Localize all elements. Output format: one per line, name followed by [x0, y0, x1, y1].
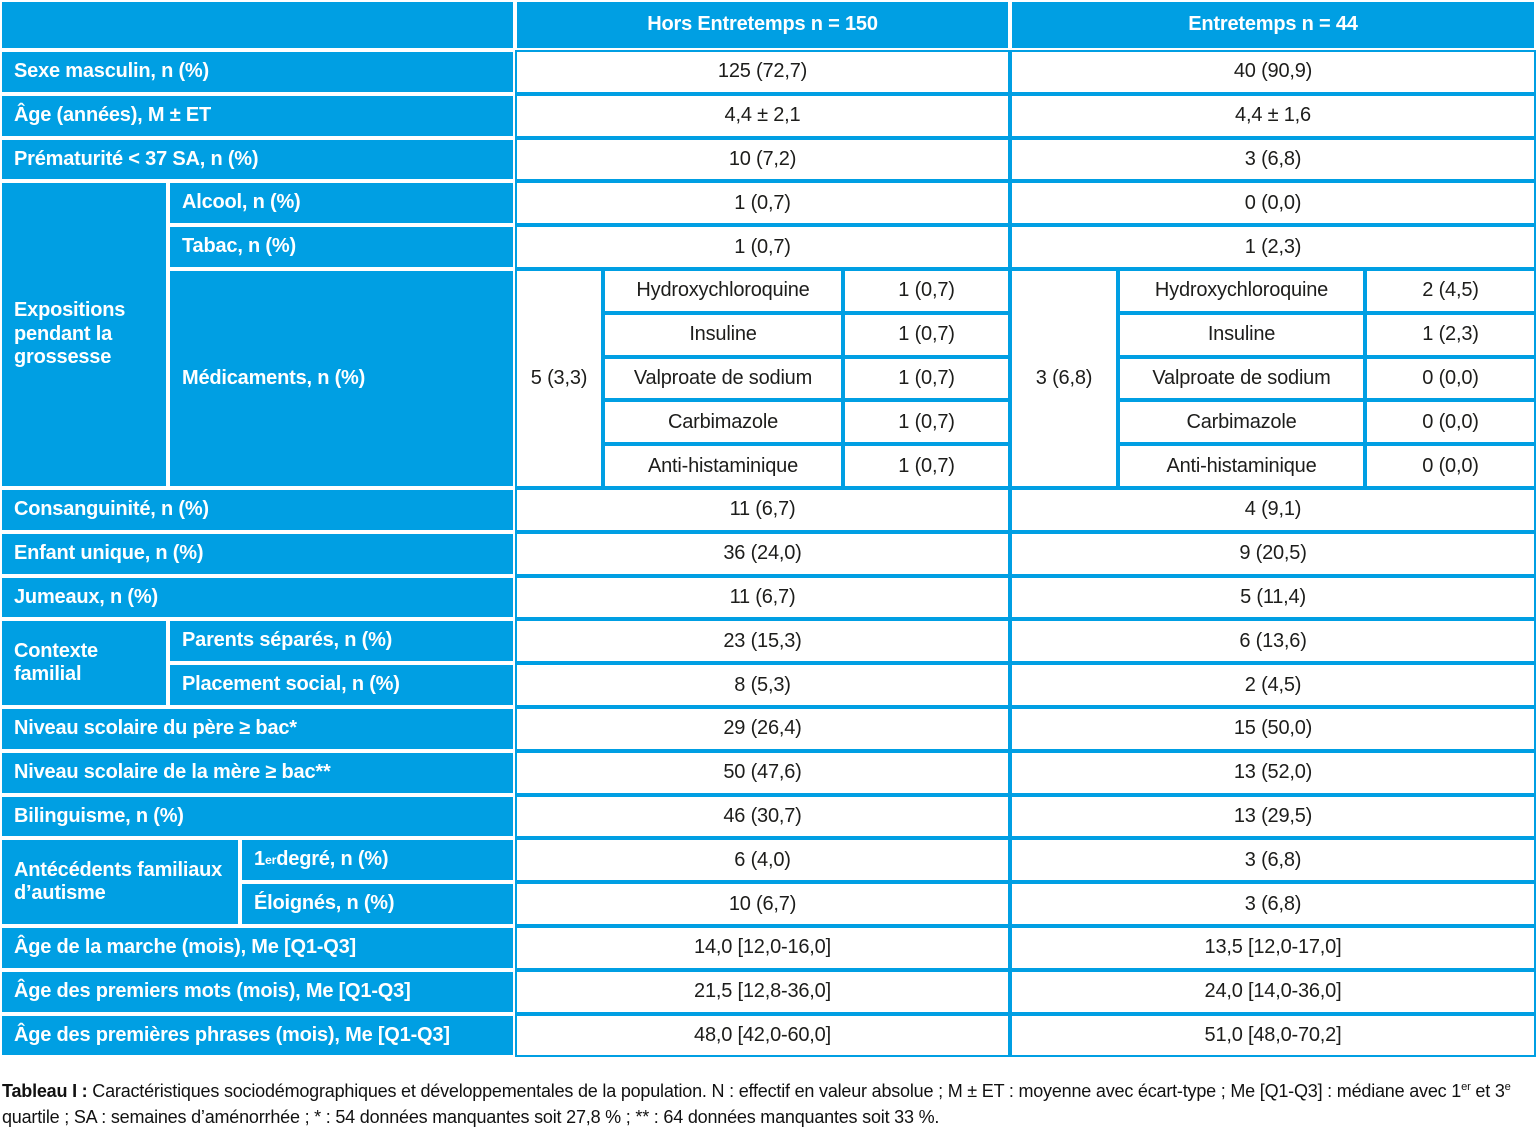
- row-premieres-phrases-label: Âge des premières phrases (mois), Me [Q1…: [0, 1013, 515, 1058]
- row-age-marche-value-entretemps: 13,5 [12,0-17,0]: [1010, 925, 1536, 970]
- medicament-value-entretemps: 0 (0,0): [1365, 400, 1536, 445]
- row-premiers-mots-value-entretemps: 24,0 [14,0-36,0]: [1010, 969, 1536, 1014]
- row-bilinguisme-label: Bilinguisme, n (%): [0, 794, 515, 839]
- medicament-name-entretemps: Hydroxychloroquine: [1118, 268, 1365, 313]
- row-medicaments-label: Médicaments, n (%): [168, 268, 515, 488]
- row-premieres-phrases-value-hors: 48,0 [42,0-60,0]: [515, 1013, 1010, 1058]
- medicament-name-hors: Carbimazole: [603, 400, 843, 445]
- row-bilinguisme-value-hors: 46 (30,7): [515, 794, 1010, 839]
- row-premier-degre-value-hors: 6 (4,0): [515, 838, 1010, 883]
- row-parents-separes-label: Parents séparés, n (%): [168, 619, 515, 664]
- row-tabac-label: Tabac, n (%): [168, 225, 515, 269]
- premier-degre-text: degré, n (%): [276, 848, 389, 871]
- header-corner-cell: [0, 0, 515, 50]
- row-age-value-hors: 4,4 ± 2,1: [515, 93, 1010, 138]
- medicament-name-hors: Insuline: [603, 312, 843, 357]
- medicament-value-hors: 1 (0,7): [843, 400, 1010, 445]
- row-eloignes-label: Éloignés, n (%): [240, 882, 515, 926]
- group-expositions-grossesse: Expositions pendant la grossesse: [0, 181, 168, 488]
- row-enfant-unique-value-entretemps: 9 (20,5): [1010, 531, 1536, 576]
- row-jumeaux-value-entretemps: 5 (11,4): [1010, 575, 1536, 620]
- row-age-value-entretemps: 4,4 ± 1,6: [1010, 93, 1536, 138]
- header-col-hors-entretemps: Hors Entretemps n = 150: [515, 0, 1010, 50]
- row-premiers-mots-value-hors: 21,5 [12,8-36,0]: [515, 969, 1010, 1014]
- row-tabac-value-entretemps: 1 (2,3): [1010, 225, 1536, 269]
- caption-title: Tableau I :: [2, 1081, 88, 1102]
- row-jumeaux-label: Jumeaux, n (%): [0, 575, 515, 620]
- medicaments-total-entretemps: 3 (6,8): [1010, 268, 1118, 488]
- medicament-value-entretemps: 0 (0,0): [1365, 444, 1536, 488]
- medicament-value-hors: 1 (0,7): [843, 312, 1010, 357]
- row-niveau-mere-label: Niveau scolaire de la mère ≥ bac**: [0, 750, 515, 795]
- medicament-name-hors: Anti-histaminique: [603, 444, 843, 488]
- row-age-label: Âge (années), M ± ET: [0, 93, 515, 138]
- medicament-value-entretemps: 0 (0,0): [1365, 356, 1536, 401]
- row-premieres-phrases-value-entretemps: 51,0 [48,0-70,2]: [1010, 1013, 1536, 1058]
- row-niveau-mere-value-hors: 50 (47,6): [515, 750, 1010, 795]
- premier-degre-number: 1: [254, 848, 265, 871]
- row-consanguinite-value-entretemps: 4 (9,1): [1010, 487, 1536, 532]
- row-niveau-pere-label: Niveau scolaire du père ≥ bac*: [0, 706, 515, 751]
- caption-text-2: et 3: [1470, 1081, 1505, 1102]
- row-eloignes-value-entretemps: 3 (6,8): [1010, 882, 1536, 926]
- medicament-name-hors: Hydroxychloroquine: [603, 268, 843, 313]
- table-caracteristiques-population: Hors Entretemps n = 150 Entretemps n = 4…: [0, 0, 1536, 1058]
- medicament-name-entretemps: Carbimazole: [1118, 400, 1365, 445]
- row-niveau-mere-value-entretemps: 13 (52,0): [1010, 750, 1536, 795]
- row-alcool-value-hors: 1 (0,7): [515, 181, 1010, 226]
- medicament-name-entretemps: Insuline: [1118, 312, 1365, 357]
- row-placement-social-value-entretemps: 2 (4,5): [1010, 663, 1536, 707]
- row-consanguinite-label: Consanguinité, n (%): [0, 487, 515, 532]
- medicament-value-hors: 1 (0,7): [843, 356, 1010, 401]
- row-premiers-mots-label: Âge des premiers mots (mois), Me [Q1-Q3]: [0, 969, 515, 1014]
- medicament-name-entretemps: Anti-histaminique: [1118, 444, 1365, 488]
- group-contexte-familial: Contexte familial: [0, 619, 168, 707]
- row-alcool-value-entretemps: 0 (0,0): [1010, 181, 1536, 226]
- row-eloignes-value-hors: 10 (6,7): [515, 882, 1010, 926]
- row-parents-separes-value-hors: 23 (15,3): [515, 619, 1010, 664]
- row-placement-social-value-hors: 8 (5,3): [515, 663, 1010, 707]
- medicament-value-hors: 1 (0,7): [843, 444, 1010, 488]
- row-niveau-pere-value-entretemps: 15 (50,0): [1010, 706, 1536, 751]
- row-sexe-value-entretemps: 40 (90,9): [1010, 50, 1536, 94]
- row-placement-social-label: Placement social, n (%): [168, 663, 515, 707]
- row-niveau-pere-value-hors: 29 (26,4): [515, 706, 1010, 751]
- caption-text-3: quartile ; SA : semaines d’aménorrhée ; …: [2, 1106, 940, 1127]
- row-premier-degre-label: 1 er degré, n (%): [240, 838, 515, 883]
- row-enfant-unique-value-hors: 36 (24,0): [515, 531, 1010, 576]
- row-prematurite-label: Prématurité < 37 SA, n (%): [0, 137, 515, 182]
- row-consanguinite-value-hors: 11 (6,7): [515, 487, 1010, 532]
- table-caption: Tableau I : Caractéristiques sociodémogr…: [0, 1079, 1536, 1130]
- medicament-value-entretemps: 1 (2,3): [1365, 312, 1536, 357]
- medicament-name-entretemps: Valproate de sodium: [1118, 356, 1365, 401]
- caption-superscript-er: er: [1461, 1081, 1471, 1094]
- medicament-value-hors: 1 (0,7): [843, 268, 1010, 313]
- row-parents-separes-value-entretemps: 6 (13,6): [1010, 619, 1536, 664]
- row-age-marche-label: Âge de la marche (mois), Me [Q1-Q3]: [0, 925, 515, 970]
- medicament-value-entretemps: 2 (4,5): [1365, 268, 1536, 313]
- row-premier-degre-value-entretemps: 3 (6,8): [1010, 838, 1536, 883]
- caption-superscript-e: e: [1504, 1081, 1511, 1094]
- header-col-entretemps: Entretemps n = 44: [1010, 0, 1536, 50]
- row-sexe-value-hors: 125 (72,7): [515, 50, 1010, 94]
- medicament-name-hors: Valproate de sodium: [603, 356, 843, 401]
- medicaments-total-hors: 5 (3,3): [515, 268, 603, 488]
- row-age-marche-value-hors: 14,0 [12,0-16,0]: [515, 925, 1010, 970]
- caption-text-1: Caractéristiques sociodémographiques et …: [87, 1081, 1462, 1102]
- row-tabac-value-hors: 1 (0,7): [515, 225, 1010, 269]
- row-sexe-label: Sexe masculin, n (%): [0, 50, 515, 94]
- row-bilinguisme-value-entretemps: 13 (29,5): [1010, 794, 1536, 839]
- row-prematurite-value-hors: 10 (7,2): [515, 137, 1010, 182]
- group-antecedents-autisme: Antécédents familiaux d’autisme: [0, 838, 240, 926]
- row-alcool-label: Alcool, n (%): [168, 181, 515, 226]
- row-prematurite-value-entretemps: 3 (6,8): [1010, 137, 1536, 182]
- row-enfant-unique-label: Enfant unique, n (%): [0, 531, 515, 576]
- row-jumeaux-value-hors: 11 (6,7): [515, 575, 1010, 620]
